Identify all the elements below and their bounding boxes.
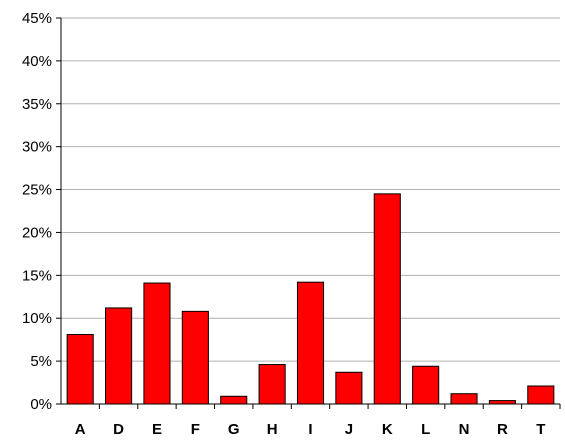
- x-tick-label: K: [382, 421, 393, 438]
- y-tick-label: 45%: [22, 10, 52, 27]
- axes: [56, 17, 561, 409]
- bar-F: [181, 310, 209, 405]
- bar-K: [373, 193, 401, 405]
- x-tick-label: J: [345, 421, 353, 438]
- y-tick-label: 30%: [22, 139, 52, 156]
- y-axis-tick-labels: 0% 5% 10% 15% 20% 25% 30% 35% 40% 45%: [22, 10, 52, 413]
- x-tick-label: L: [421, 421, 430, 438]
- bar-E: [143, 282, 171, 405]
- y-tick-label: 35%: [22, 96, 52, 113]
- x-tick-label: G: [228, 421, 240, 438]
- x-tick-label: H: [267, 421, 278, 438]
- y-tick-label: 20%: [22, 224, 52, 241]
- x-tick-label: F: [191, 421, 200, 438]
- x-tick-label: N: [459, 421, 470, 438]
- y-tick-label: 0%: [30, 396, 52, 413]
- bar-G: [220, 395, 248, 405]
- bar-I: [296, 281, 325, 405]
- bar-R: [488, 400, 516, 405]
- y-tick-label: 40%: [22, 53, 52, 70]
- bar-D: [105, 307, 133, 405]
- bar-T: [527, 385, 555, 405]
- x-tick-label: T: [536, 421, 545, 438]
- x-tick-label: I: [308, 421, 312, 438]
- x-tick-label: E: [152, 421, 162, 438]
- bar-J: [335, 371, 363, 405]
- y-tick-label: 25%: [22, 182, 52, 199]
- y-tick-label: 10%: [22, 310, 52, 327]
- bar-A: [66, 334, 94, 405]
- bar-H: [258, 364, 286, 405]
- bar-L: [412, 365, 440, 405]
- x-tick-label: D: [113, 421, 124, 438]
- x-tick-label: A: [75, 421, 86, 438]
- x-tick-label: R: [497, 421, 508, 438]
- bars: [66, 193, 555, 405]
- y-tick-label: 5%: [30, 353, 52, 370]
- y-tick-label: 15%: [22, 267, 52, 284]
- bar-N: [450, 393, 478, 405]
